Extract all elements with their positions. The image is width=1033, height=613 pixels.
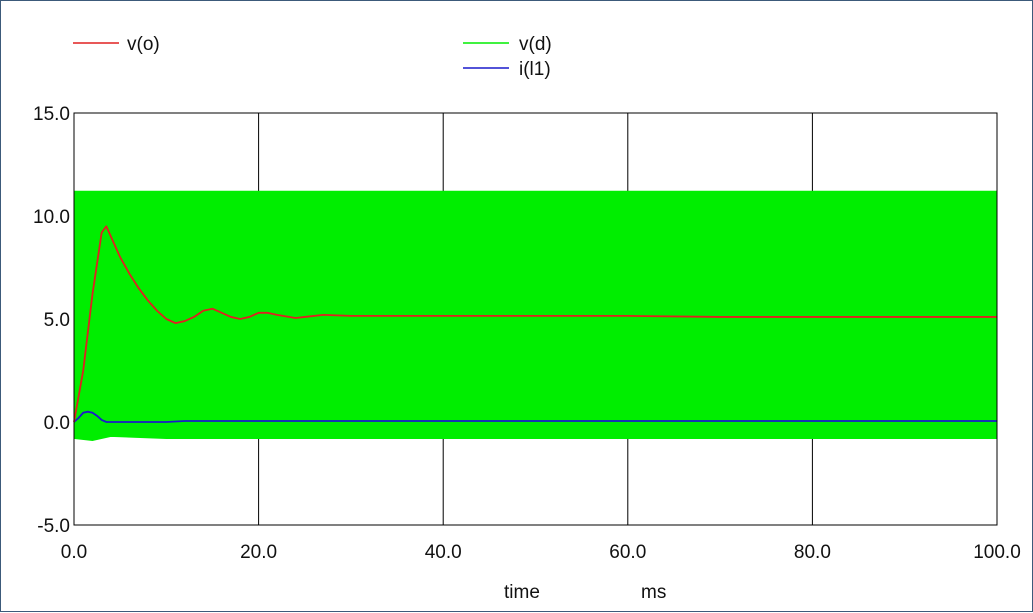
legend-label-vo: v(o) [127, 34, 160, 55]
x-axis-unit: ms [641, 582, 666, 603]
legend-label-vd: v(d) [519, 34, 552, 55]
series-il1-line [73, 410, 997, 423]
x-tick-label: 40.0 [425, 542, 462, 563]
series-layer [73, 190, 998, 442]
x-axis-label: time [504, 582, 540, 603]
x-tick-label: 0.0 [61, 542, 87, 563]
y-tick-label: 15.0 [33, 104, 70, 125]
y-tick-label: 10.0 [33, 207, 70, 228]
x-tick-label: 80.0 [794, 542, 831, 563]
y-tick-label: 0.0 [44, 413, 70, 434]
x-tick-label: 20.0 [240, 542, 277, 563]
x-tick-label: 60.0 [609, 542, 646, 563]
series-vo-line [73, 225, 997, 423]
y-tick-label: 5.0 [44, 310, 70, 331]
tick-labels: 0.0 20.0 40.0 60.0 80.0 100.0 -5.0 0.0 5.0 10.0 15… [33, 104, 1021, 563]
legend-label-il1: i(l1) [519, 59, 551, 80]
y-tick-label: -5.0 [37, 516, 70, 537]
x-tick-label: 100.0 [973, 542, 1021, 563]
legend: v(o) v(d) i(l1) [73, 34, 552, 80]
plot-border [73, 112, 998, 526]
